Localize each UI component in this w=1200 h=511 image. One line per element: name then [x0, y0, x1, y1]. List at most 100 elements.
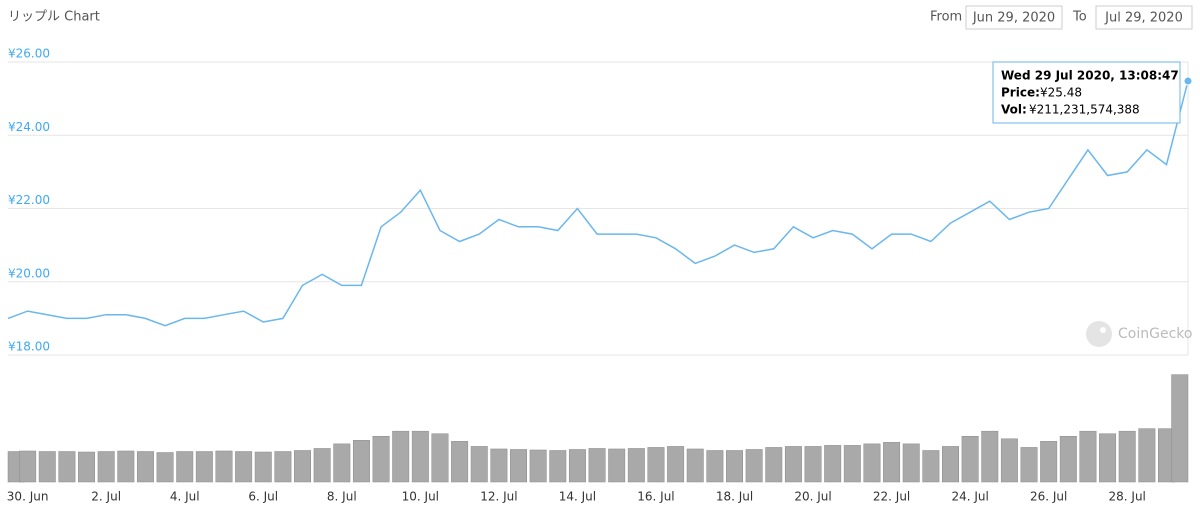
volume-bar: [726, 450, 743, 483]
volume-bar: [510, 449, 527, 483]
volume-bar: [824, 445, 842, 483]
from-input[interactable]: [965, 5, 1063, 30]
volume-bar: [78, 451, 96, 483]
x-tick-label: 8. Jul: [327, 490, 357, 504]
volume-bar: [1138, 428, 1156, 483]
volume-bar: [942, 446, 959, 483]
volume-bar: [765, 447, 783, 483]
volume-bar: [863, 443, 881, 483]
volume-bar: [274, 451, 292, 483]
x-tick-label: 20. Jul: [794, 490, 831, 504]
from-label: From: [930, 10, 962, 25]
volume-bar: [235, 451, 253, 483]
volume-bar: [38, 451, 56, 483]
volume-bar: [529, 449, 547, 483]
volume-bar: [1099, 433, 1117, 483]
volume-bar: [902, 443, 920, 483]
volume-bar: [19, 450, 37, 483]
volume-bar: [431, 433, 449, 483]
tooltip: Wed 29 Jul 2020, 13:08:47 Price: ¥25.48 …: [992, 61, 1181, 124]
volume-bar: [313, 448, 331, 483]
x-tick-label: 14. Jul: [559, 490, 596, 504]
to-label: To: [1072, 10, 1087, 25]
volume-bar: [451, 441, 469, 483]
watermark-text: CoinGecko: [1118, 326, 1192, 342]
tooltip-vol: ¥211,231,574,388: [1029, 103, 1140, 117]
chart-title: リップル Chart: [8, 10, 100, 25]
volume-bar: [215, 450, 233, 483]
volume-bar: [1020, 447, 1038, 483]
to-date[interactable]: Jul 29, 2020: [1104, 11, 1183, 26]
volume-bar: [961, 436, 979, 483]
to-input[interactable]: [1095, 5, 1193, 30]
volume-bar: [136, 451, 154, 483]
volume-bar: [883, 442, 901, 483]
volume-bar: [58, 451, 76, 483]
volume-bar: [549, 450, 567, 483]
x-tick-label: 30. Jun: [7, 490, 49, 504]
watermark-logo: [1086, 321, 1112, 347]
volume-bar: [981, 430, 999, 483]
tooltip-title: Wed 29 Jul 2020, 13:08:47: [1001, 69, 1179, 83]
volume-bar: [195, 451, 213, 483]
x-tick-label: 24. Jul: [951, 490, 988, 504]
volume-bar: [686, 448, 704, 483]
volume-bar: [745, 449, 763, 483]
volume-bar: [1171, 374, 1189, 483]
x-tick-label: 10. Jul: [402, 490, 439, 504]
x-tick-label: 2. Jul: [91, 490, 121, 504]
volume-bar: [156, 452, 174, 483]
tooltip-box: [992, 61, 1181, 124]
y-tick-label: ¥18.00: [8, 340, 50, 354]
volume-bar: [608, 448, 626, 483]
volume-bar: [922, 450, 940, 483]
volume-bar: [627, 448, 645, 483]
price-line: [7, 80, 1189, 327]
volume-bar: [176, 451, 194, 483]
volume-bar: [1040, 441, 1058, 483]
hover-point: [1183, 76, 1193, 86]
y-tick-label: ¥24.00: [8, 120, 50, 134]
volume-bar: [372, 436, 390, 483]
watermark: CoinGecko: [1086, 321, 1192, 347]
volume-bar: [1000, 438, 1018, 483]
y-tick-label: ¥26.00: [8, 47, 50, 61]
watermark-logo-eye: [1100, 327, 1106, 333]
volume-bar: [97, 451, 115, 483]
x-tick-label: 28. Jul: [1109, 490, 1146, 504]
x-tick-label: 4. Jul: [170, 490, 200, 504]
volume-bar: [784, 446, 802, 483]
tooltip-vol-label: Vol:: [1001, 103, 1027, 117]
x-tick-label: 12. Jul: [480, 490, 517, 504]
from-date[interactable]: Jun 29, 2020: [972, 11, 1055, 26]
volume-bar: [804, 446, 822, 483]
volume-bar: [843, 445, 861, 483]
volume-bar: [1118, 430, 1136, 483]
volume-bar: [1059, 436, 1077, 483]
volume-bar: [333, 443, 351, 483]
volume-bar: [294, 450, 312, 483]
volume-bar: [1079, 430, 1097, 483]
volume-bar: [254, 451, 272, 483]
volume-bar: [392, 430, 410, 483]
volume-bar: [588, 448, 606, 483]
volume-bar: [117, 450, 135, 483]
x-tick-label: 18. Jul: [716, 490, 753, 504]
volume-bar: [411, 430, 429, 483]
volume-bar: [667, 446, 685, 483]
x-tick-label: 6. Jul: [248, 490, 278, 504]
x-tick-label: 26. Jul: [1030, 490, 1067, 504]
x-tick-label: 22. Jul: [873, 490, 910, 504]
y-tick-label: ¥20.00: [8, 266, 50, 280]
volume-bar: [706, 450, 724, 483]
volume-bar: [470, 446, 488, 483]
volume-bar: [568, 449, 586, 483]
tooltip-price: ¥25.48: [1040, 86, 1082, 100]
tooltip-price-label: Price:: [1001, 86, 1040, 100]
y-tick-label: ¥22.00: [8, 193, 50, 207]
volume-bar: [490, 448, 508, 483]
volume-bar: [352, 440, 370, 483]
volume-bar: [647, 447, 665, 483]
